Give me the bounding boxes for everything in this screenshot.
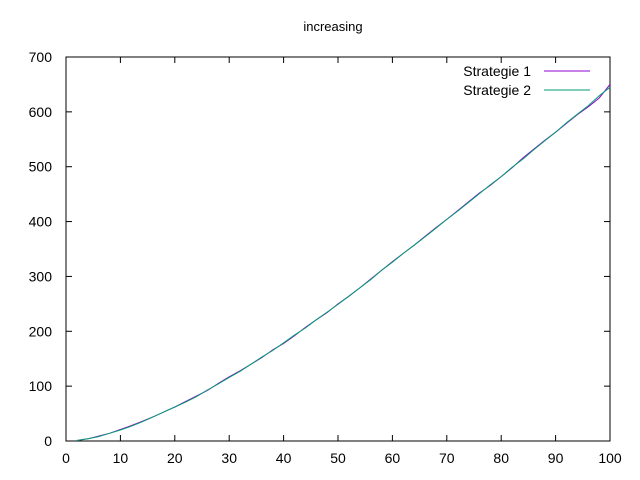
x-tick-label: 20 <box>167 450 183 466</box>
x-tick-label: 80 <box>493 450 509 466</box>
y-tick-label: 100 <box>29 378 53 394</box>
y-tick-label: 700 <box>29 49 53 65</box>
y-tick-label: 0 <box>44 433 52 449</box>
x-tick-label: 10 <box>113 450 129 466</box>
x-tick-label: 100 <box>598 450 622 466</box>
x-tick-label: 40 <box>276 450 292 466</box>
y-tick-label: 300 <box>29 268 53 284</box>
x-tick-label: 70 <box>439 450 455 466</box>
x-tick-label: 90 <box>548 450 564 466</box>
y-tick-label: 600 <box>29 104 53 120</box>
series-line-1 <box>76 84 611 441</box>
x-tick-label: 0 <box>62 450 70 466</box>
x-tick-label: 50 <box>330 450 346 466</box>
y-tick-label: 500 <box>29 159 53 175</box>
x-tick-label: 30 <box>221 450 237 466</box>
y-tick-label: 400 <box>29 214 53 230</box>
series-lines <box>76 84 611 441</box>
chart-title: increasing <box>303 19 362 34</box>
legend: Strategie 1 Strategie 2 <box>463 63 590 98</box>
legend-label-1: Strategie 1 <box>463 63 531 79</box>
x-tick-label: 60 <box>385 450 401 466</box>
series-line-2 <box>76 86 611 441</box>
plot-frame <box>65 56 611 442</box>
legend-label-2: Strategie 2 <box>463 82 531 98</box>
axis-ticks: 0 10 20 30 40 50 60 70 80 90 100 0 100 200 300 400 500 60… <box>29 49 622 466</box>
y-tick-label: 200 <box>29 323 53 339</box>
